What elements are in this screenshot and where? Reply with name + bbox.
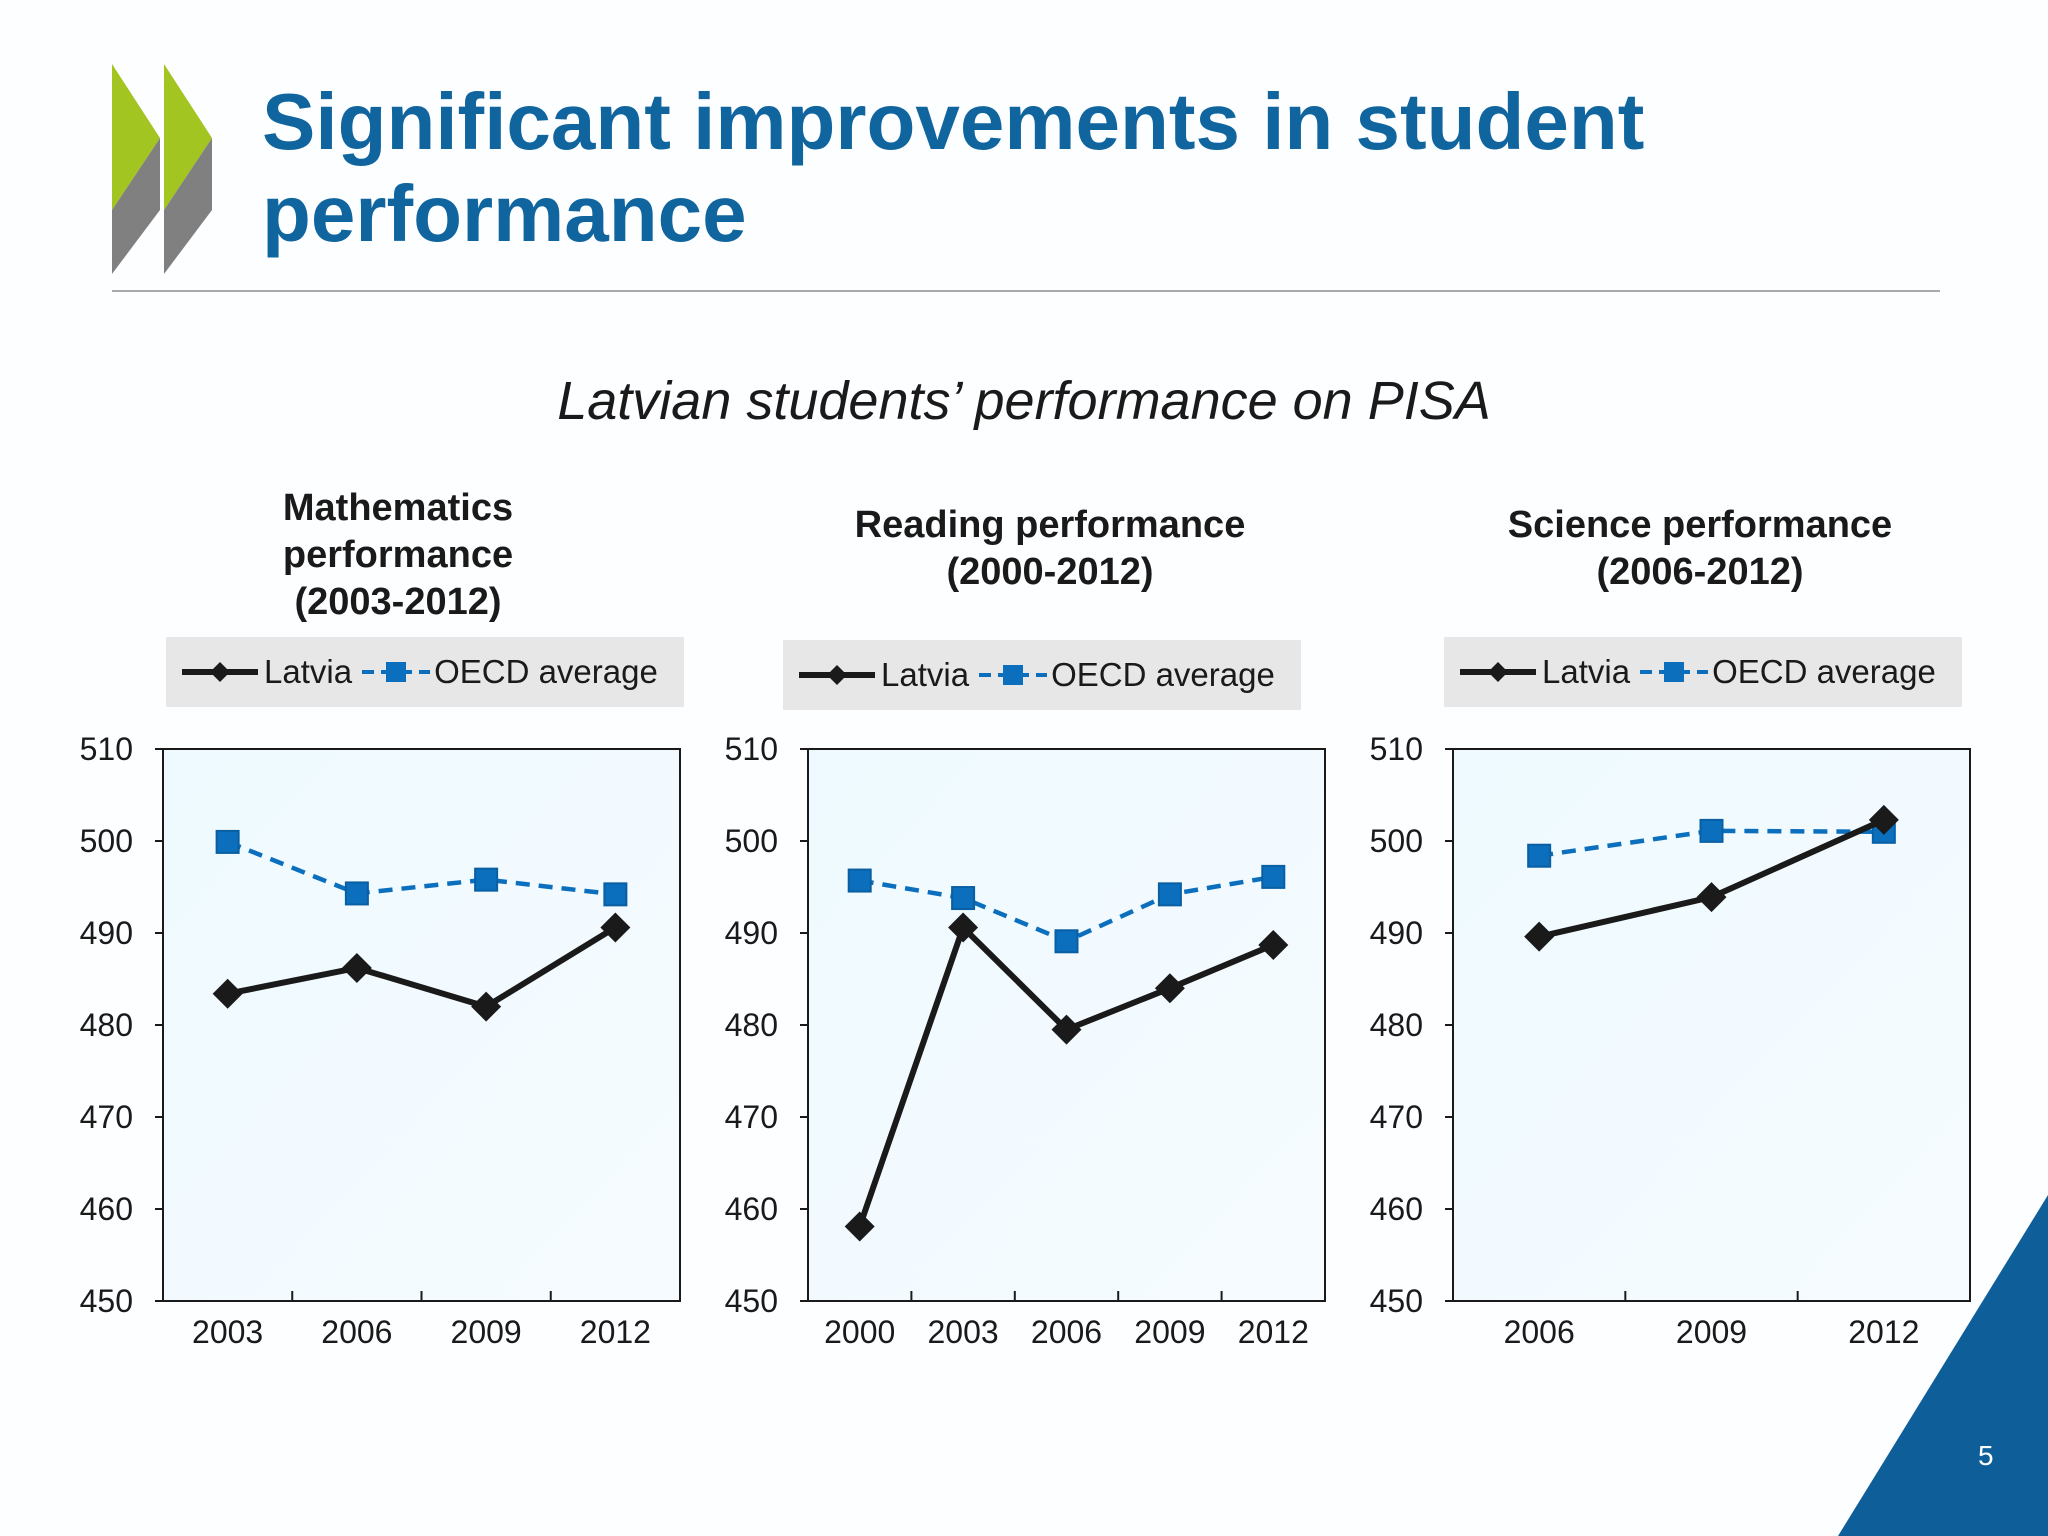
y-tick-label: 450 <box>80 1283 133 1319</box>
latvia-legend-icon <box>799 665 875 685</box>
oecd-series-line <box>226 839 616 897</box>
x-tick-label: 2009 <box>1676 1314 1747 1350</box>
reading-chart: 450 460 470 480 490 500 510 2000 2003 2006 2009 201… <box>725 731 1326 1350</box>
reading-chart-title: Reading performance (2000-2012) <box>780 502 1320 596</box>
latvia-point <box>1258 929 1289 960</box>
latvia-point <box>1696 882 1727 913</box>
latvia-point <box>844 1211 875 1242</box>
x-tick-label: 2003 <box>928 1314 999 1350</box>
x-tick-label: 2000 <box>824 1314 895 1350</box>
y-tick-label: 490 <box>725 915 778 951</box>
y-tick-label: 460 <box>725 1191 778 1227</box>
legend-oecd-label: OECD average <box>434 653 658 690</box>
oecd-legend-icon <box>362 662 431 682</box>
y-tick-label: 500 <box>725 823 778 859</box>
x-tick-label: 2012 <box>1238 1314 1309 1350</box>
science-chart-title: Science performance (2006-2012) <box>1430 502 1970 596</box>
legend-latvia-label: Latvia <box>1542 653 1631 690</box>
y-tick-label: 470 <box>1370 1099 1423 1135</box>
oecd-point <box>344 881 369 906</box>
math-title-line: (2003-2012) <box>294 581 502 623</box>
legend-oecd-label: OECD average <box>1712 653 1936 690</box>
page-number: 5 <box>1978 1440 1994 1471</box>
oecd-point <box>951 886 976 911</box>
latvia-point <box>600 912 631 943</box>
math-title-line: Mathematics <box>282 487 514 529</box>
latvia-point <box>1524 921 1555 952</box>
y-tick-label: 450 <box>725 1283 778 1319</box>
y-tick-label: 460 <box>80 1191 133 1227</box>
science-title-line: Science performance <box>1507 504 1893 546</box>
math-chart: 450 460 470 480 490 500 510 2003 2006 2009 2012 <box>80 731 681 1350</box>
y-tick-label: 490 <box>80 915 133 951</box>
latvia-point <box>948 912 979 943</box>
latvia-point <box>1868 804 1899 835</box>
science-title-line: (2006-2012) <box>1596 551 1804 593</box>
y-tick-label: 510 <box>725 731 778 767</box>
legend-oecd-label: OECD average <box>1051 656 1275 693</box>
y-tick-label: 500 <box>80 823 133 859</box>
math-chart-title: Mathematics performance (2003-2012) <box>228 485 568 626</box>
oecd-point <box>1527 843 1552 868</box>
latvia-point <box>212 978 243 1009</box>
y-tick-label: 470 <box>725 1099 778 1135</box>
oecd-point <box>603 882 628 907</box>
y-tick-label: 460 <box>1370 1191 1423 1227</box>
latvia-point <box>1154 973 1185 1004</box>
x-tick-label: 2006 <box>1031 1314 1102 1350</box>
latvia-point <box>1051 1014 1082 1045</box>
title-divider <box>112 290 1940 292</box>
reading-legend: Latvia OECD average <box>783 640 1301 710</box>
legend-latvia-label: Latvia <box>264 653 353 690</box>
oecd-legend-icon <box>979 665 1048 685</box>
oecd-point <box>1261 864 1286 889</box>
oecd-point <box>1699 818 1724 843</box>
y-tick-label: 480 <box>80 1007 133 1043</box>
y-tick-label: 470 <box>80 1099 133 1135</box>
oecd-point <box>1054 929 1079 954</box>
x-tick-label: 2012 <box>580 1314 651 1350</box>
legend-latvia-label: Latvia <box>881 656 970 693</box>
science-legend: Latvia OECD average <box>1444 637 1962 707</box>
y-tick-label: 500 <box>1370 823 1423 859</box>
plot-area <box>162 748 681 1302</box>
y-tick-label: 480 <box>1370 1007 1423 1043</box>
latvia-series-line <box>227 924 617 1010</box>
y-tick-label: 480 <box>725 1007 778 1043</box>
slide-subtitle: Latvian students’ performance on PISA <box>557 371 1491 431</box>
reading-title-line: Reading performance <box>854 504 1246 546</box>
oecd-legend-icon <box>1640 662 1709 682</box>
oecd-point <box>1157 882 1182 907</box>
y-tick-label: 490 <box>1370 915 1423 951</box>
y-tick-label: 510 <box>1370 731 1423 767</box>
slide-title: Significant improvements in student perf… <box>262 77 1645 258</box>
x-tick-label: 2006 <box>1504 1314 1575 1350</box>
x-tick-label: 2009 <box>1134 1314 1205 1350</box>
x-tick-label: 2012 <box>1848 1314 1919 1350</box>
oecd-chevrons-icon <box>112 64 212 274</box>
x-tick-label: 2003 <box>192 1314 263 1350</box>
latvia-point <box>341 952 372 983</box>
latvia-legend-icon <box>1460 662 1536 682</box>
y-tick-label: 510 <box>80 731 133 767</box>
oecd-point <box>215 829 240 854</box>
math-legend: Latvia OECD average <box>166 637 684 707</box>
oecd-point <box>474 867 499 892</box>
x-tick-label: 2009 <box>451 1314 522 1350</box>
latvia-legend-icon <box>182 662 258 682</box>
x-tick-label: 2006 <box>321 1314 392 1350</box>
science-chart: 450 460 470 480 490 500 510 2006 2009 2012 <box>1370 731 1971 1350</box>
latvia-point <box>471 991 502 1022</box>
oecd-point <box>847 868 872 893</box>
math-title-line: performance <box>282 534 514 576</box>
reading-title-line: (2000-2012) <box>946 551 1154 593</box>
y-tick-label: 450 <box>1370 1283 1423 1319</box>
